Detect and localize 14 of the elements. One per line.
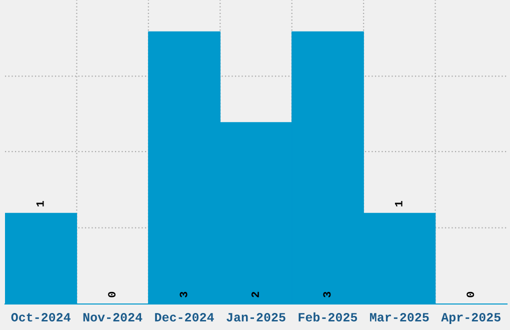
- x-tick-label: Jan-2025: [226, 313, 286, 322]
- data-label: 0: [466, 292, 474, 298]
- x-tick-label: Dec-2024: [155, 313, 214, 322]
- x-tick-label: Oct-2024: [11, 313, 70, 322]
- data-label: 3: [323, 292, 331, 298]
- data-label: 0: [108, 292, 116, 298]
- data-label: 1: [394, 200, 402, 206]
- data-label: 2: [251, 292, 259, 298]
- x-tick-label: Mar-2025: [370, 313, 429, 322]
- data-label: 1: [36, 200, 44, 206]
- x-tick-label: Feb-2025: [298, 312, 358, 322]
- data-label: 3: [180, 292, 188, 298]
- x-tick-label: Apr-2025: [441, 313, 500, 324]
- x-tick-label: Nov-2024: [83, 313, 142, 322]
